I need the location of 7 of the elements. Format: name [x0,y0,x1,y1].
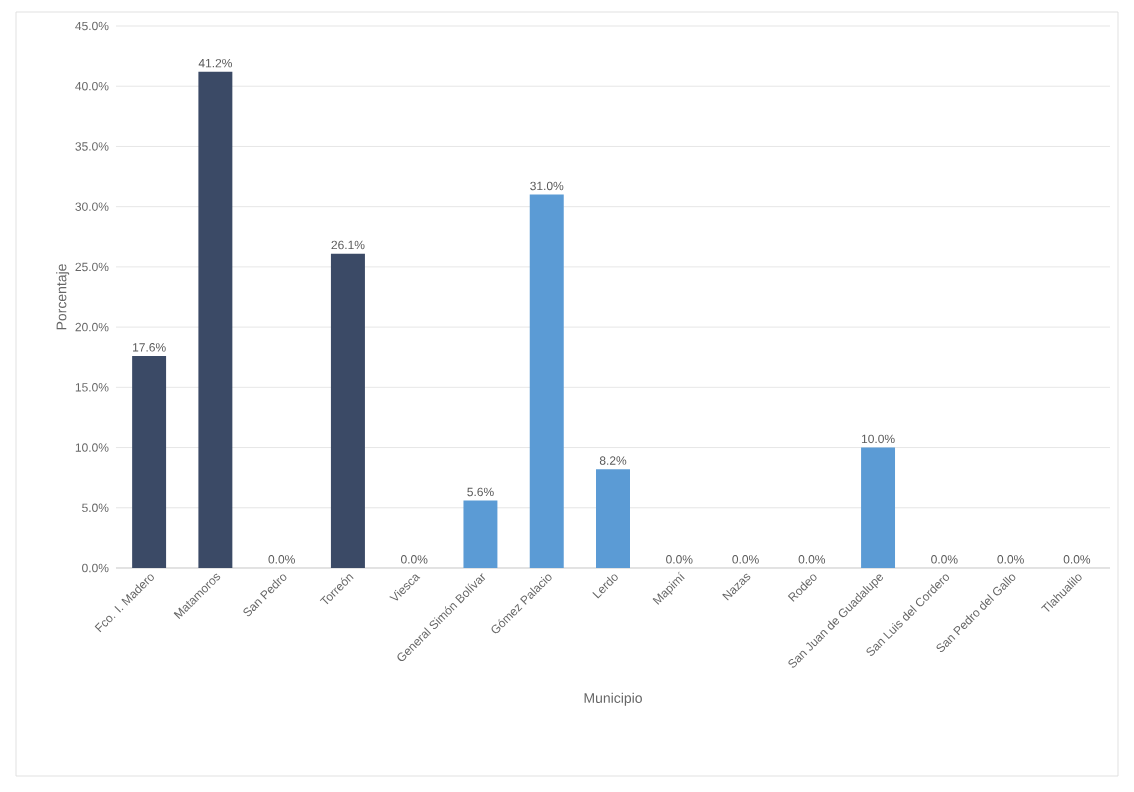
bar [861,447,896,568]
bar [132,356,167,568]
bar [463,500,498,568]
bar [529,194,564,568]
bar [596,469,630,568]
bar [330,253,365,568]
bar [198,71,233,568]
